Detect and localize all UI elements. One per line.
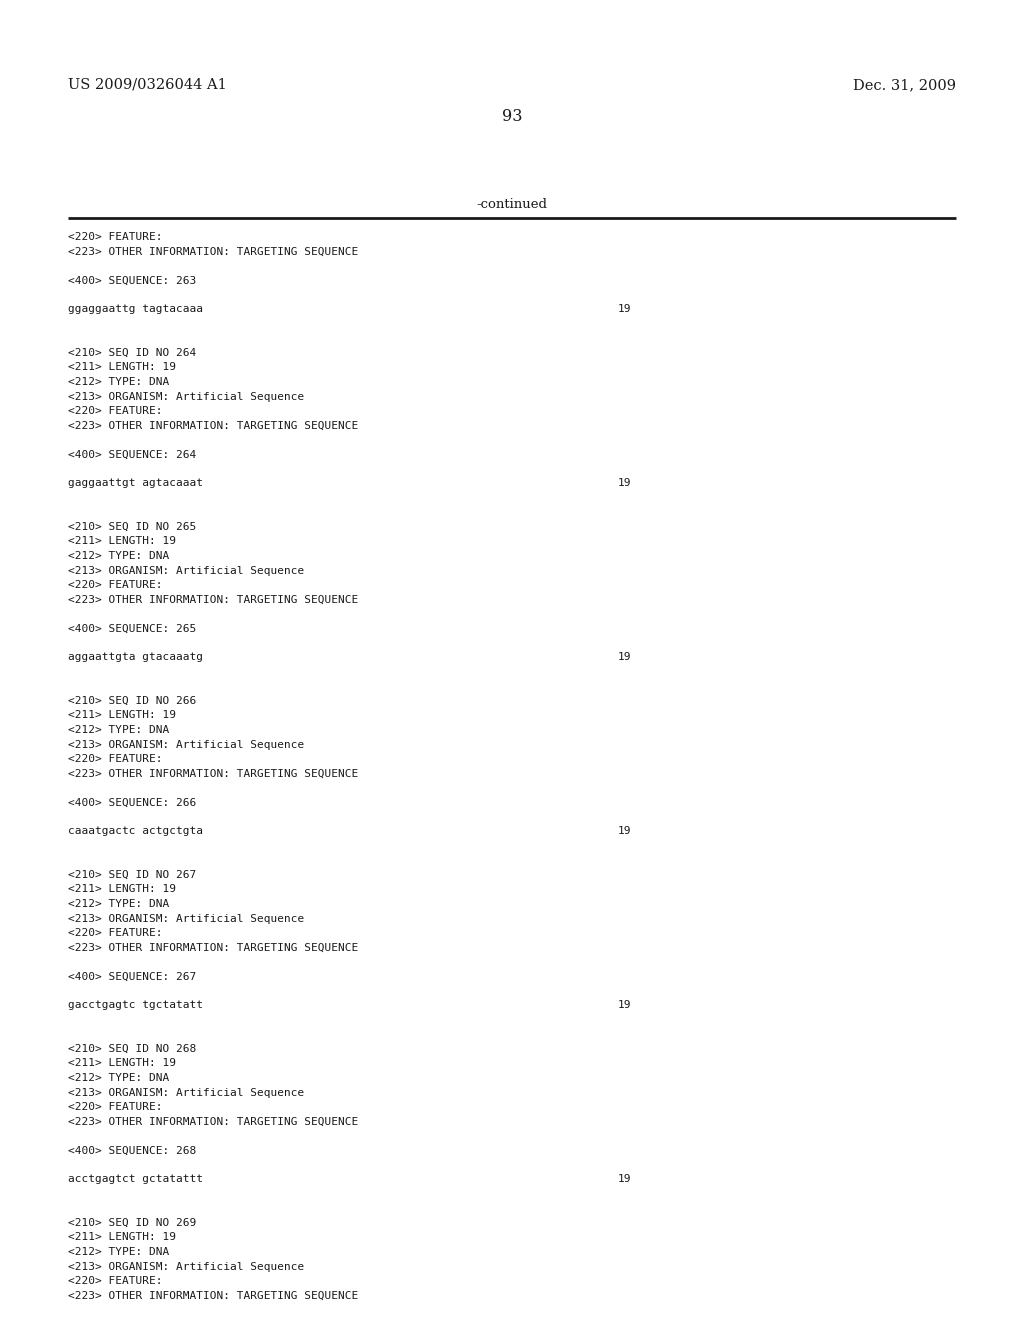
Text: 19: 19 bbox=[618, 826, 632, 837]
Text: <211> LENGTH: 19: <211> LENGTH: 19 bbox=[68, 536, 176, 546]
Text: <211> LENGTH: 19: <211> LENGTH: 19 bbox=[68, 363, 176, 372]
Text: <212> TYPE: DNA: <212> TYPE: DNA bbox=[68, 725, 169, 735]
Text: <220> FEATURE:: <220> FEATURE: bbox=[68, 232, 163, 242]
Text: <400> SEQUENCE: 266: <400> SEQUENCE: 266 bbox=[68, 797, 197, 808]
Text: <400> SEQUENCE: 267: <400> SEQUENCE: 267 bbox=[68, 972, 197, 982]
Text: <210> SEQ ID NO 264: <210> SEQ ID NO 264 bbox=[68, 348, 197, 358]
Text: <223> OTHER INFORMATION: TARGETING SEQUENCE: <223> OTHER INFORMATION: TARGETING SEQUE… bbox=[68, 594, 358, 605]
Text: <211> LENGTH: 19: <211> LENGTH: 19 bbox=[68, 1059, 176, 1068]
Text: <220> FEATURE:: <220> FEATURE: bbox=[68, 928, 163, 939]
Text: <211> LENGTH: 19: <211> LENGTH: 19 bbox=[68, 884, 176, 895]
Text: <213> ORGANISM: Artificial Sequence: <213> ORGANISM: Artificial Sequence bbox=[68, 1262, 304, 1271]
Text: <212> TYPE: DNA: <212> TYPE: DNA bbox=[68, 1073, 169, 1082]
Text: <212> TYPE: DNA: <212> TYPE: DNA bbox=[68, 1247, 169, 1257]
Text: <210> SEQ ID NO 268: <210> SEQ ID NO 268 bbox=[68, 1044, 197, 1053]
Text: <213> ORGANISM: Artificial Sequence: <213> ORGANISM: Artificial Sequence bbox=[68, 1088, 304, 1097]
Text: US 2009/0326044 A1: US 2009/0326044 A1 bbox=[68, 78, 226, 92]
Text: ggaggaattg tagtacaaa: ggaggaattg tagtacaaa bbox=[68, 305, 203, 314]
Text: <223> OTHER INFORMATION: TARGETING SEQUENCE: <223> OTHER INFORMATION: TARGETING SEQUE… bbox=[68, 247, 358, 256]
Text: <210> SEQ ID NO 267: <210> SEQ ID NO 267 bbox=[68, 870, 197, 880]
Text: <212> TYPE: DNA: <212> TYPE: DNA bbox=[68, 550, 169, 561]
Text: 19: 19 bbox=[618, 1001, 632, 1011]
Text: aggaattgta gtacaaatg: aggaattgta gtacaaatg bbox=[68, 652, 203, 663]
Text: <211> LENGTH: 19: <211> LENGTH: 19 bbox=[68, 710, 176, 721]
Text: <220> FEATURE:: <220> FEATURE: bbox=[68, 754, 163, 764]
Text: 19: 19 bbox=[618, 1175, 632, 1184]
Text: <400> SEQUENCE: 263: <400> SEQUENCE: 263 bbox=[68, 276, 197, 285]
Text: <400> SEQUENCE: 265: <400> SEQUENCE: 265 bbox=[68, 623, 197, 634]
Text: <210> SEQ ID NO 266: <210> SEQ ID NO 266 bbox=[68, 696, 197, 706]
Text: <400> SEQUENCE: 268: <400> SEQUENCE: 268 bbox=[68, 1146, 197, 1155]
Text: <220> FEATURE:: <220> FEATURE: bbox=[68, 579, 163, 590]
Text: <220> FEATURE:: <220> FEATURE: bbox=[68, 1102, 163, 1111]
Text: 19: 19 bbox=[618, 305, 632, 314]
Text: acctgagtct gctatattt: acctgagtct gctatattt bbox=[68, 1175, 203, 1184]
Text: <210> SEQ ID NO 269: <210> SEQ ID NO 269 bbox=[68, 1218, 197, 1228]
Text: <210> SEQ ID NO 265: <210> SEQ ID NO 265 bbox=[68, 521, 197, 532]
Text: 93: 93 bbox=[502, 108, 522, 125]
Text: gaggaattgt agtacaaat: gaggaattgt agtacaaat bbox=[68, 479, 203, 488]
Text: <212> TYPE: DNA: <212> TYPE: DNA bbox=[68, 899, 169, 909]
Text: <223> OTHER INFORMATION: TARGETING SEQUENCE: <223> OTHER INFORMATION: TARGETING SEQUE… bbox=[68, 768, 358, 779]
Text: <211> LENGTH: 19: <211> LENGTH: 19 bbox=[68, 1233, 176, 1242]
Text: <220> FEATURE:: <220> FEATURE: bbox=[68, 1276, 163, 1286]
Text: <213> ORGANISM: Artificial Sequence: <213> ORGANISM: Artificial Sequence bbox=[68, 565, 304, 576]
Text: <223> OTHER INFORMATION: TARGETING SEQUENCE: <223> OTHER INFORMATION: TARGETING SEQUE… bbox=[68, 421, 358, 430]
Text: <223> OTHER INFORMATION: TARGETING SEQUENCE: <223> OTHER INFORMATION: TARGETING SEQUE… bbox=[68, 1291, 358, 1300]
Text: <400> SEQUENCE: 264: <400> SEQUENCE: 264 bbox=[68, 450, 197, 459]
Text: Dec. 31, 2009: Dec. 31, 2009 bbox=[853, 78, 956, 92]
Text: -continued: -continued bbox=[476, 198, 548, 211]
Text: <213> ORGANISM: Artificial Sequence: <213> ORGANISM: Artificial Sequence bbox=[68, 392, 304, 401]
Text: <223> OTHER INFORMATION: TARGETING SEQUENCE: <223> OTHER INFORMATION: TARGETING SEQUE… bbox=[68, 1117, 358, 1126]
Text: caaatgactc actgctgta: caaatgactc actgctgta bbox=[68, 826, 203, 837]
Text: <212> TYPE: DNA: <212> TYPE: DNA bbox=[68, 378, 169, 387]
Text: <220> FEATURE:: <220> FEATURE: bbox=[68, 407, 163, 416]
Text: <213> ORGANISM: Artificial Sequence: <213> ORGANISM: Artificial Sequence bbox=[68, 913, 304, 924]
Text: gacctgagtc tgctatatt: gacctgagtc tgctatatt bbox=[68, 1001, 203, 1011]
Text: <223> OTHER INFORMATION: TARGETING SEQUENCE: <223> OTHER INFORMATION: TARGETING SEQUE… bbox=[68, 942, 358, 953]
Text: 19: 19 bbox=[618, 479, 632, 488]
Text: <213> ORGANISM: Artificial Sequence: <213> ORGANISM: Artificial Sequence bbox=[68, 739, 304, 750]
Text: 19: 19 bbox=[618, 652, 632, 663]
